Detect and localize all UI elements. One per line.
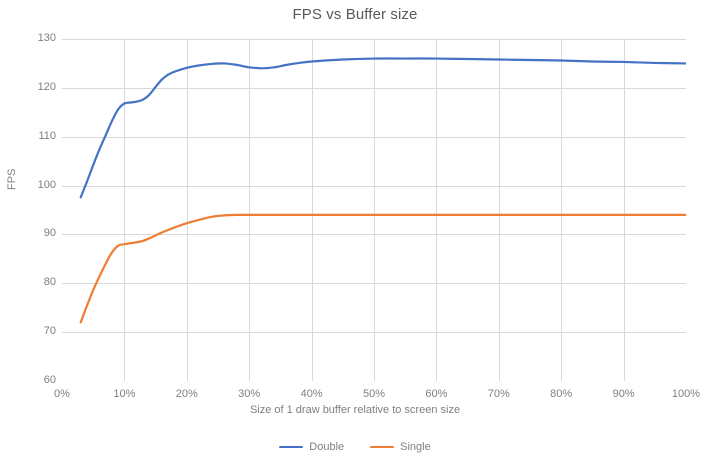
x-tick-label: 30% (238, 388, 261, 400)
x-tick-label: 80% (550, 388, 573, 400)
legend-item-label: Double (309, 441, 345, 453)
x-tick-label: 0% (54, 388, 70, 400)
y-tick-label: 120 (37, 80, 56, 93)
y-tick-label: 100 (37, 178, 56, 191)
x-tick-label: 90% (612, 388, 635, 400)
x-tick-label: 100% (671, 388, 701, 400)
x-tick-label: 60% (425, 388, 448, 400)
series-line-single (79, 213, 686, 324)
series-line-double (79, 57, 686, 199)
y-tick-label: 80 (43, 276, 56, 289)
legend-swatch-icon (370, 445, 395, 449)
x-tick-label: 40% (300, 388, 323, 400)
y-tick-label: 110 (38, 129, 56, 142)
gridlines (62, 39, 686, 381)
legend-item-label: Single (400, 441, 431, 453)
plot-svg (62, 39, 686, 381)
series-lines (79, 57, 686, 324)
x-tick-label: 20% (175, 388, 198, 400)
plot-area (62, 39, 686, 381)
chart-title: FPS vs Buffer size (292, 6, 418, 23)
chart-legend: Double Single (0, 441, 710, 453)
x-axis-title: Size of 1 draw buffer relative to screen… (249, 404, 461, 416)
y-tick-label: 70 (43, 325, 56, 338)
x-tick-label: 70% (487, 388, 510, 400)
legend-item-double[interactable]: Double (279, 441, 344, 453)
x-tick-label: 10% (113, 388, 136, 400)
legend-item-single[interactable]: Single (370, 441, 431, 453)
y-tick-label: 130 (37, 32, 56, 44)
x-tick-label: 50% (362, 388, 386, 400)
y-tick-label: 60 (43, 374, 56, 386)
y-tick-label: 90 (43, 227, 56, 240)
legend-swatch-icon (279, 445, 304, 449)
